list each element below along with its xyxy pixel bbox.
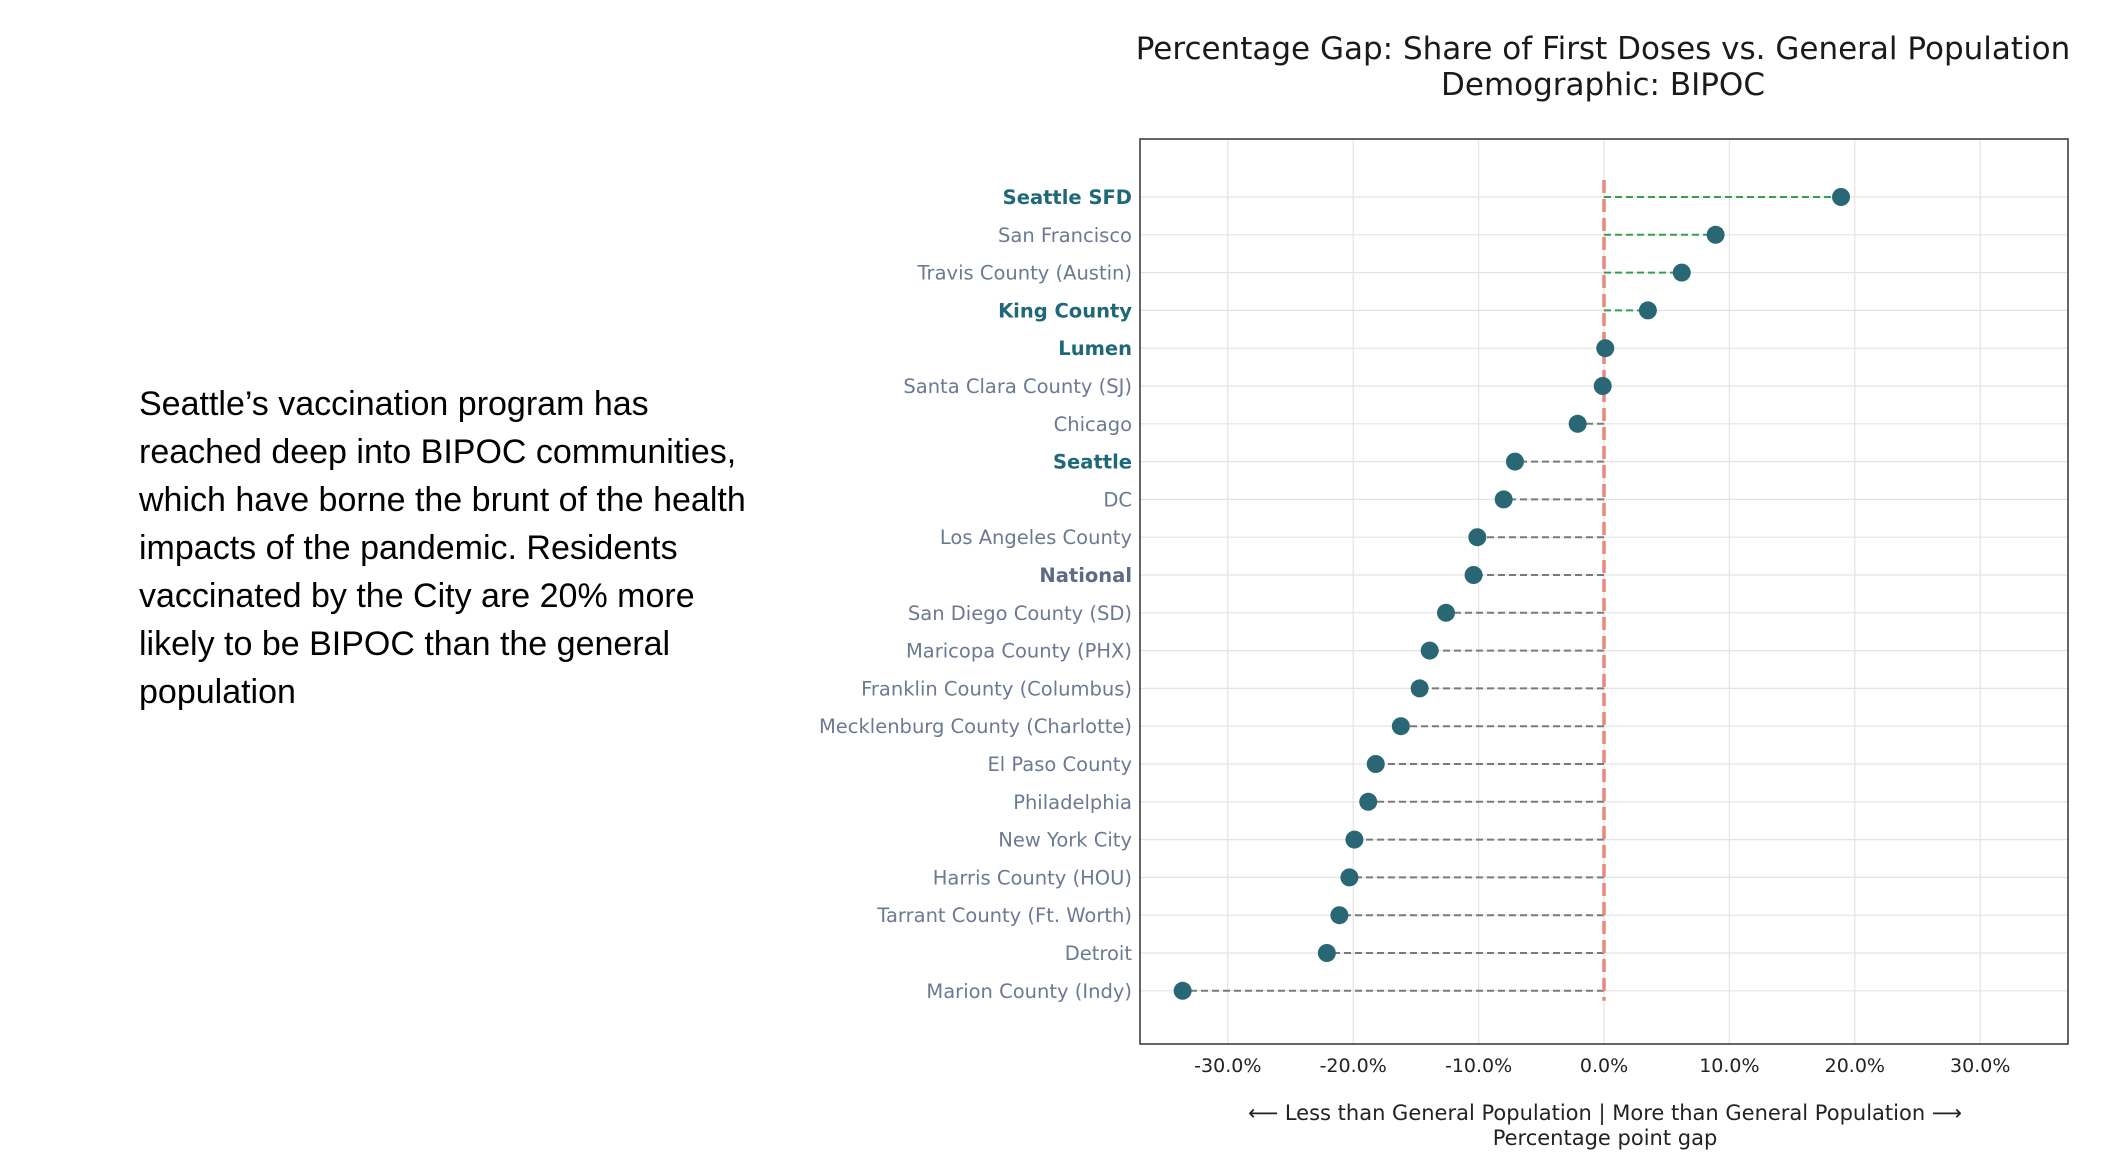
- data-point: [1340, 868, 1359, 887]
- category-label: King County: [998, 299, 1132, 322]
- category-label: New York City: [998, 829, 1132, 852]
- plot-frame: [1139, 138, 2069, 1045]
- data-point: [1330, 906, 1349, 925]
- category-label: Harris County (HOU): [933, 866, 1132, 889]
- category-label: Tarrant County (Ft. Worth): [876, 904, 1132, 927]
- category-labels: Seattle SFD San Francisco Travis County (A…: [819, 186, 1132, 1003]
- slide-caption: Seattle’s vaccination program has reache…: [139, 385, 746, 711]
- category-label: Maricopa County (PHX): [906, 640, 1132, 663]
- data-point: [1596, 339, 1615, 358]
- lollipop-dots: [1173, 188, 1851, 1000]
- category-label: Travis County (Austin): [917, 262, 1132, 285]
- category-label: National: [1039, 564, 1132, 587]
- x-tick-label: 10.0%: [1699, 1055, 1759, 1077]
- category-label: Los Angeles County: [940, 526, 1132, 549]
- category-label: Philadelphia: [1013, 791, 1132, 814]
- x-axis-label-direction: ⟵ Less than General Population | More th…: [1248, 1101, 1962, 1126]
- data-point: [1568, 414, 1587, 433]
- category-label: Chicago: [1054, 413, 1132, 436]
- data-point: [1706, 225, 1725, 244]
- x-tick-label: 0.0%: [1580, 1055, 1628, 1077]
- x-tick-label: -30.0%: [1194, 1055, 1261, 1077]
- data-point: [1410, 679, 1429, 698]
- category-label: Detroit: [1065, 942, 1133, 965]
- data-point: [1468, 528, 1487, 547]
- data-point: [1436, 603, 1455, 622]
- data-point: [1832, 188, 1851, 206]
- chart-title: Percentage Gap: Share of First Doses vs.…: [1136, 31, 2071, 67]
- x-tick-label: 30.0%: [1950, 1055, 2010, 1077]
- category-label: Lumen: [1058, 337, 1132, 360]
- data-point: [1173, 981, 1192, 1000]
- data-point: [1317, 944, 1336, 962]
- category-label: Seattle SFD: [1003, 186, 1132, 209]
- x-tick-label: -20.0%: [1320, 1055, 1387, 1077]
- x-axis-label: Percentage point gap: [1493, 1126, 1718, 1150]
- lollipop-stems: [1182, 196, 1842, 992]
- data-point: [1638, 301, 1657, 320]
- category-label: Seattle: [1053, 451, 1132, 474]
- category-label: Mecklenburg County (Charlotte): [819, 715, 1132, 738]
- category-label: San Diego County (SD): [908, 602, 1132, 625]
- data-point: [1593, 377, 1612, 395]
- category-label: San Francisco: [998, 224, 1132, 247]
- data-point: [1505, 452, 1524, 471]
- data-point: [1494, 490, 1513, 509]
- x-axis-ticks: -30.0% -20.0% -10.0% 0.0% 10.0% 20.0% 30.0%: [1194, 1055, 2010, 1077]
- data-point: [1391, 717, 1410, 736]
- category-label: Santa Clara County (SJ): [903, 375, 1132, 398]
- category-label: DC: [1103, 488, 1132, 511]
- chart-subtitle: Demographic: BIPOC: [1441, 67, 1765, 103]
- data-point: [1366, 755, 1385, 773]
- category-label: Franklin County (Columbus): [861, 677, 1132, 700]
- data-point: [1672, 263, 1691, 282]
- data-point: [1359, 792, 1378, 811]
- data-point: [1420, 641, 1439, 660]
- x-tick-label: -10.0%: [1445, 1055, 1512, 1077]
- category-label: Marion County (Indy): [926, 980, 1132, 1003]
- data-point: [1464, 566, 1483, 584]
- x-tick-label: 20.0%: [1825, 1055, 1885, 1077]
- category-label: El Paso County: [987, 753, 1132, 776]
- data-point: [1345, 830, 1364, 849]
